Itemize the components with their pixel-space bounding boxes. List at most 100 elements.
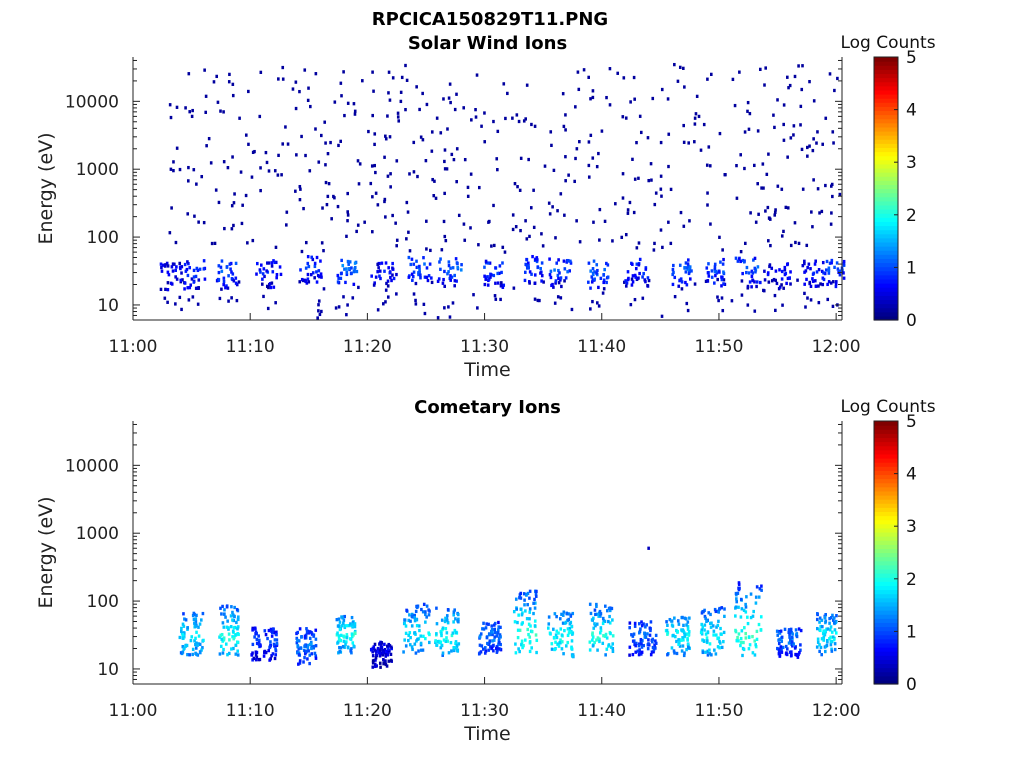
count-cell	[637, 644, 641, 648]
count-cell	[533, 597, 536, 602]
colorbar-step	[874, 237, 898, 243]
count-cell	[693, 140, 696, 144]
count-cell	[310, 255, 314, 259]
count-cell	[722, 257, 725, 262]
count-cell	[709, 612, 712, 617]
count-cell	[833, 647, 837, 652]
count-cell	[418, 267, 421, 272]
colorbar-step	[874, 490, 898, 496]
count-cell	[686, 642, 690, 647]
count-cell	[236, 627, 239, 631]
count-cell	[356, 223, 360, 227]
count-cell	[480, 644, 484, 648]
count-cell	[487, 277, 491, 281]
count-cell	[631, 280, 635, 284]
colorbar-step	[874, 667, 898, 673]
count-cell	[417, 637, 421, 641]
count-cell	[519, 596, 523, 600]
count-cell	[443, 148, 447, 152]
count-cell	[551, 205, 554, 209]
count-cell	[342, 70, 345, 74]
count-cell	[746, 109, 749, 113]
count-cell	[348, 266, 351, 271]
colorbar-step	[874, 445, 898, 451]
count-cell	[330, 217, 333, 221]
count-cell	[460, 263, 463, 267]
count-cell	[386, 284, 390, 288]
count-cell	[342, 618, 346, 623]
count-cell	[744, 636, 748, 640]
count-cell	[705, 636, 709, 640]
count-cell	[340, 624, 344, 628]
count-cell	[374, 656, 378, 660]
colorbar-tick-label: 2	[906, 570, 917, 590]
colorbar-tick-label: 1	[906, 258, 917, 278]
count-cell	[739, 636, 743, 641]
count-cell	[744, 605, 748, 609]
count-cell	[232, 201, 236, 205]
count-cell	[291, 87, 295, 91]
count-cell	[351, 296, 355, 300]
count-cell	[439, 646, 443, 650]
count-cell	[488, 261, 492, 265]
colorbar-step	[874, 176, 898, 181]
x-tick-label: 12:00	[812, 701, 861, 721]
count-cell	[487, 642, 491, 646]
count-cell	[313, 651, 317, 655]
count-cell	[751, 271, 755, 275]
count-cell	[435, 632, 438, 636]
colorbar-step	[874, 663, 898, 669]
count-cell	[426, 278, 430, 283]
count-cell	[297, 639, 301, 643]
count-cell	[819, 624, 822, 629]
count-cell	[228, 262, 232, 266]
count-cell	[361, 79, 364, 83]
count-cell	[812, 137, 815, 141]
count-cell	[348, 260, 352, 264]
count-cell	[281, 77, 285, 81]
count-cell	[679, 210, 683, 215]
count-cell	[588, 648, 592, 652]
count-cell	[345, 636, 349, 640]
count-cell	[707, 274, 711, 278]
count-cell	[687, 633, 691, 637]
count-cell	[652, 650, 655, 654]
count-cell	[187, 165, 190, 170]
count-cell	[756, 182, 759, 186]
count-cell	[446, 272, 449, 276]
count-cell	[782, 286, 785, 290]
colorbar-step	[874, 250, 898, 255]
count-cell	[832, 638, 836, 642]
count-cell	[190, 635, 194, 639]
count-cell	[448, 82, 452, 86]
x-tick-label: 11:50	[694, 337, 743, 357]
count-cell	[816, 187, 820, 191]
count-cell	[797, 241, 801, 246]
count-cell	[550, 642, 554, 646]
count-cell	[257, 657, 261, 662]
count-cell	[591, 278, 595, 282]
count-cell	[668, 617, 672, 622]
count-cell	[342, 621, 345, 625]
count-cell	[553, 612, 557, 616]
count-cell	[179, 629, 183, 633]
count-cell	[754, 645, 758, 649]
count-cell	[677, 622, 681, 626]
x-axis-label: Time	[463, 359, 511, 381]
colorbar-step	[874, 659, 898, 665]
count-cell	[778, 285, 782, 289]
count-cell	[452, 613, 456, 617]
count-cell	[181, 278, 184, 282]
count-cell	[813, 279, 817, 283]
count-cell	[524, 262, 528, 267]
count-cell	[718, 646, 721, 650]
count-cell	[710, 653, 713, 657]
count-cell	[564, 128, 567, 132]
count-cell	[274, 649, 278, 653]
count-cell	[595, 602, 598, 607]
count-cell	[212, 80, 216, 84]
count-cell	[682, 224, 686, 228]
count-cell	[621, 196, 625, 200]
count-cell	[422, 302, 426, 306]
count-cell	[811, 277, 814, 281]
